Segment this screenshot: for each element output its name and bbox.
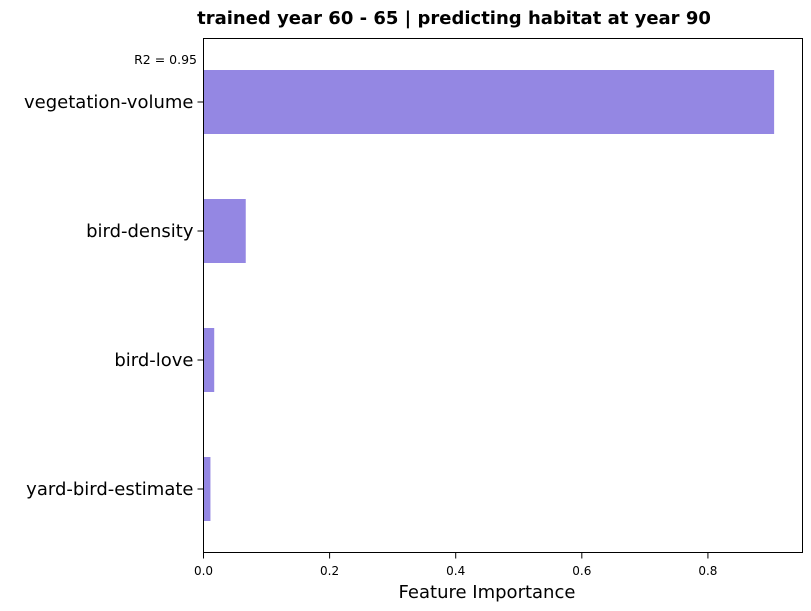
y-tick-label-yard-bird-estimate: yard-bird-estimate <box>26 479 193 500</box>
bar-bird-density <box>203 199 246 263</box>
r2-annotation: R2 = 0.95 <box>134 52 197 67</box>
bar-bird-love <box>203 328 215 392</box>
x-axis-label: Feature Importance <box>399 582 576 603</box>
x-tick-label-2: 0.4 <box>446 564 465 578</box>
bar-vegetation-volume <box>203 70 775 134</box>
bars-layer <box>203 70 775 521</box>
x-tick-label-1: 0.2 <box>320 564 339 578</box>
y-tick-label-bird-love: bird-love <box>114 350 193 371</box>
y-tick-label-bird-density: bird-density <box>86 221 194 242</box>
y-axis: vegetation-volume bird-density bird-love ya… <box>24 92 204 500</box>
y-tick-label-vegetation-volume: vegetation-volume <box>24 92 194 113</box>
x-tick-label-3: 0.6 <box>572 564 591 578</box>
x-axis: 0.0 0.2 0.4 0.6 0.8 <box>194 552 717 578</box>
bar-yard-bird-estimate <box>203 457 211 521</box>
chart-title: trained year 60 - 65 | predicting habita… <box>197 8 711 29</box>
x-tick-label-4: 0.8 <box>698 564 717 578</box>
x-tick-label-0: 0.0 <box>194 564 213 578</box>
plot-frame <box>203 38 803 553</box>
